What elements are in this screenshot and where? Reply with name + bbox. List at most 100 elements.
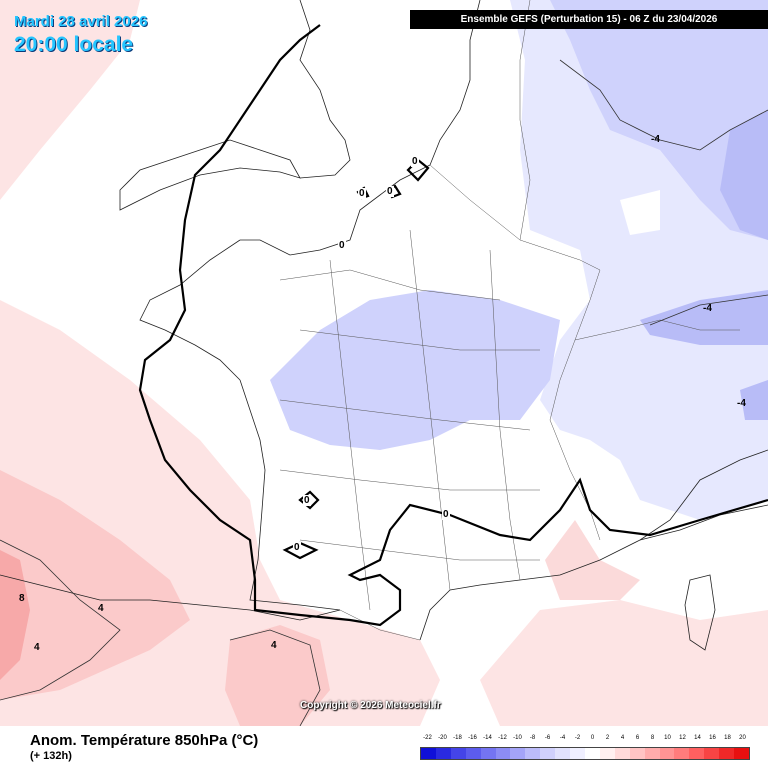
grid-dept-4 [279,469,540,491]
border-switzerland [574,319,740,341]
color-swatch [525,748,541,759]
color-swatch [614,748,630,759]
contour-label: 4 [98,603,104,614]
contour-label: 4 [34,642,40,653]
contour-label: 0 [442,509,450,520]
variable-title: Anom. Température 850hPa (°C) [30,732,259,749]
scale-tick-label: -18 [453,735,462,741]
coastline-spain-north [0,574,341,621]
warm-field-core [0,550,30,680]
scale-tick-label: -10 [513,735,522,741]
legend-bar: Anom. Température 850hPa (°C) (+ 132h) -… [0,726,768,768]
grid-dept-7 [409,229,451,591]
scale-tick-label: 0 [590,735,595,741]
color-swatch [584,748,600,759]
color-scale [420,747,750,760]
scale-tick-label: -4 [559,735,566,741]
cold-field-alps [640,290,768,345]
color-swatch [629,748,645,759]
forecast-date: Mardi 28 avril 2026 [14,13,148,30]
color-scale-labels: -22 -20 -18 -16 -14 -12 -10 -8 -6 -4 -2 0 2 4 6 8 10 12 14… [415,735,755,744]
color-swatch [465,748,481,759]
isotherm-plus4-sw [0,539,121,701]
scale-tick-label: 16 [709,735,716,741]
color-swatch [555,748,571,759]
warm-field-mediterranean [480,600,768,726]
scale-tick-label: -14 [483,735,492,741]
scale-tick-label: 12 [679,735,686,741]
coastline-uk-east [299,0,351,179]
copyright-notice: Copyright © 2026 Meteociel.fr [300,700,441,711]
warm-field-spain-core [225,625,330,726]
color-swatch [644,748,660,759]
coastline-italy [639,449,768,541]
contour-label: 4 [271,640,277,651]
coastline-brittany [139,239,241,381]
color-swatch [421,748,436,759]
contour-label: 0 [411,156,419,167]
isotherms [0,59,768,726]
contour-label: -4 [703,303,712,314]
cold-field-central-france [270,290,560,450]
scale-tick-label: 14 [694,735,701,741]
scale-tick-label: 10 [664,735,671,741]
contour-label: -4 [651,134,660,145]
coastline-corsica [684,574,716,651]
grid-dept-5 [299,539,540,561]
scale-tick-label: 2 [605,735,610,741]
forecast-time: 20:00 locale [14,33,134,56]
scale-tick-label: -22 [423,735,432,741]
isotherm-plus4-spain [229,629,321,726]
coastline-atlantic [239,379,341,611]
scale-tick-label: -16 [468,735,477,741]
coastline-benelux [429,0,481,166]
scale-tick-label: 8 [650,735,655,741]
scale-tick-label: 6 [635,735,640,741]
cold-field-germany [550,0,768,240]
grid-dept-1 [279,269,501,301]
color-swatch [599,748,615,759]
contour-label: 8 [19,593,25,604]
scale-tick-label: 18 [724,735,731,741]
cold-anomaly-fields [270,0,768,520]
scale-tick-label: 4 [620,735,625,741]
lead-time: (+ 132h) [30,750,72,762]
contour-label: -4 [737,398,746,409]
color-swatch [704,748,720,759]
grid-dept-3 [279,399,531,431]
coastlines [0,0,768,651]
color-swatch [480,748,496,759]
warm-field-provence [545,520,640,600]
isotherm-minus4-north [559,59,768,151]
scale-tick-label: -12 [498,735,507,741]
zero-line-main [138,24,768,627]
color-swatch [674,748,690,759]
scale-tick-label: 20 [739,735,746,741]
color-swatch [734,748,749,759]
cold-field-germany-core [720,110,768,240]
color-swatch [659,748,675,759]
cold-field-swiss [740,380,768,420]
contour-label: 0 [386,186,394,197]
grid-dept-8 [489,249,521,581]
cold-field-clear-spot [620,190,660,235]
color-swatch [540,748,556,759]
coastline-uk-south [119,139,301,211]
color-swatch [689,748,705,759]
contour-label: 0 [303,495,311,506]
scale-tick-label: -2 [574,735,581,741]
model-run-banner: Ensemble GEFS (Perturbation 15) - 06 Z d… [410,10,768,29]
scale-tick-label: -8 [529,735,536,741]
coastline-channel [240,164,431,256]
color-swatch [435,748,451,759]
contour-label: 0 [338,240,346,251]
isotherm-minus4-alps [649,294,768,326]
warm-field-northwest [0,0,140,200]
contour-label: 0 [293,542,301,553]
contour-label: 0 [358,188,366,199]
grid-dept-2 [299,329,540,351]
map-canvas [0,0,768,726]
color-swatch [495,748,511,759]
warm-field-southwest-mid [0,470,190,700]
scale-tick-label: -6 [544,735,551,741]
